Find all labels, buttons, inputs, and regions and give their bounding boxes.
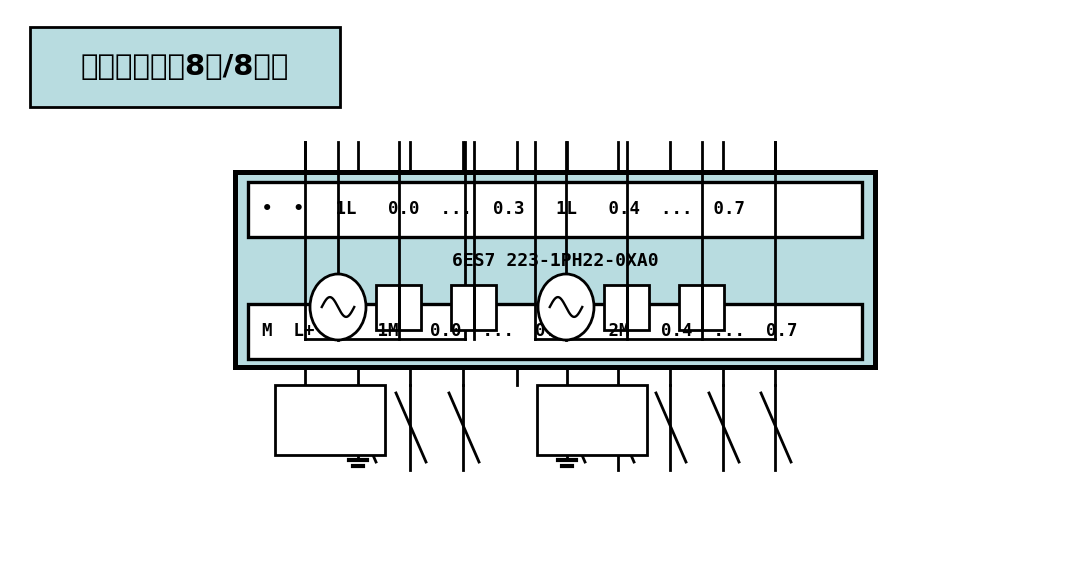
Text: 开关量混合（8点/8点）: 开关量混合（8点/8点） bbox=[81, 53, 289, 81]
FancyBboxPatch shape bbox=[30, 27, 340, 107]
FancyBboxPatch shape bbox=[679, 285, 724, 329]
Ellipse shape bbox=[310, 274, 367, 340]
Ellipse shape bbox=[538, 274, 594, 340]
Text: M  L+      1M   0.0  ...  0.3    2M   0.4  ...  0.7: M L+ 1M 0.0 ... 0.3 2M 0.4 ... 0.7 bbox=[262, 323, 798, 341]
FancyBboxPatch shape bbox=[537, 385, 647, 455]
FancyBboxPatch shape bbox=[376, 285, 421, 329]
Text: 6ES7 223-1PH22-0XA0: 6ES7 223-1PH22-0XA0 bbox=[452, 252, 659, 270]
FancyBboxPatch shape bbox=[248, 182, 862, 237]
FancyBboxPatch shape bbox=[451, 285, 496, 329]
Text: •  •   1L   0.0  ...  0.3   1L   0.4  ...  0.7: • • 1L 0.0 ... 0.3 1L 0.4 ... 0.7 bbox=[262, 201, 745, 218]
FancyBboxPatch shape bbox=[235, 172, 875, 367]
FancyBboxPatch shape bbox=[604, 285, 649, 329]
FancyBboxPatch shape bbox=[275, 385, 385, 455]
FancyBboxPatch shape bbox=[248, 304, 862, 359]
